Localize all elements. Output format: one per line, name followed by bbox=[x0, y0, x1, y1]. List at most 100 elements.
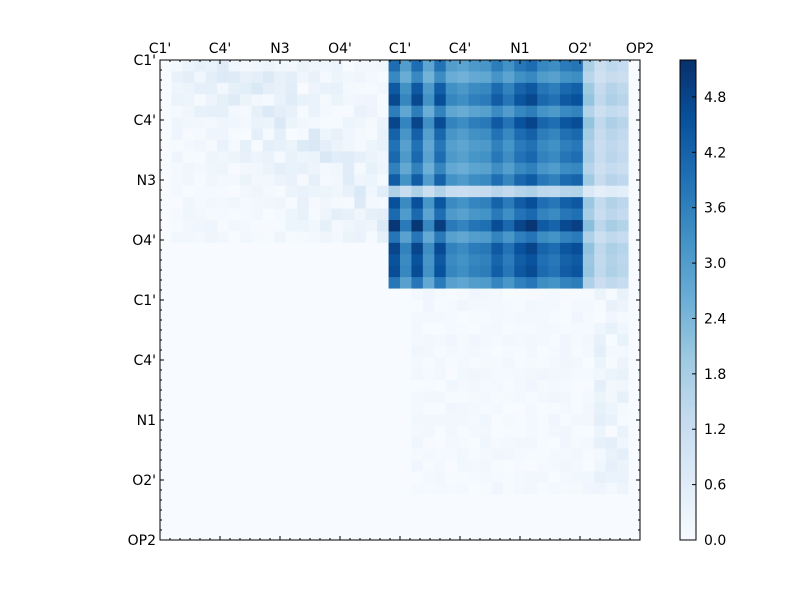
heatmap-cell bbox=[628, 460, 641, 472]
heatmap-cell bbox=[365, 471, 378, 484]
heatmap-cell bbox=[354, 311, 367, 324]
heatmap-cell bbox=[400, 528, 412, 541]
heatmap-cell bbox=[400, 460, 412, 472]
heatmap-cell bbox=[228, 128, 241, 141]
heatmap-cell bbox=[480, 460, 492, 472]
heatmap-cell bbox=[525, 494, 538, 507]
heatmap-cell bbox=[228, 162, 241, 175]
heatmap-cell bbox=[457, 128, 469, 141]
heatmap-cell bbox=[525, 391, 538, 404]
heatmap-cell bbox=[308, 334, 321, 347]
heatmap-cell bbox=[160, 528, 172, 541]
heatmap-cell bbox=[274, 140, 287, 152]
heatmap-cell bbox=[525, 94, 538, 107]
heatmap-cell bbox=[240, 494, 252, 507]
heatmap-cell bbox=[400, 425, 412, 438]
heatmap-cell bbox=[411, 105, 424, 118]
heatmap-cell bbox=[422, 505, 435, 518]
heatmap-cell bbox=[217, 60, 229, 72]
heatmap-cell bbox=[297, 460, 309, 472]
heatmap-cell bbox=[514, 174, 527, 187]
heatmap-cell bbox=[342, 482, 355, 495]
heatmap-cell bbox=[525, 425, 538, 438]
heatmap-cell bbox=[285, 94, 298, 107]
heatmap-cell bbox=[560, 94, 572, 107]
heatmap-cell bbox=[594, 208, 607, 221]
heatmap-cell bbox=[285, 414, 298, 427]
heatmap-cell bbox=[342, 94, 355, 107]
heatmap-cell bbox=[628, 277, 641, 289]
heatmap-cell bbox=[285, 162, 298, 175]
heatmap-cell bbox=[377, 345, 389, 358]
heatmap-cell bbox=[582, 300, 595, 312]
heatmap-cell bbox=[411, 300, 424, 312]
heatmap-cell bbox=[468, 448, 481, 461]
heatmap-cell bbox=[468, 322, 481, 335]
heatmap-cell bbox=[445, 300, 458, 312]
heatmap-cell bbox=[308, 505, 321, 518]
heatmap-cell bbox=[262, 208, 275, 221]
heatmap-cell bbox=[285, 402, 298, 415]
heatmap-cell bbox=[582, 288, 595, 301]
heatmap-cell bbox=[274, 437, 287, 449]
colorbar-tick-label: 1.2 bbox=[704, 422, 726, 438]
heatmap-cell bbox=[457, 60, 469, 72]
heatmap-cell bbox=[171, 71, 184, 84]
heatmap-cell bbox=[605, 425, 618, 438]
heatmap-cell bbox=[240, 300, 252, 312]
heatmap-cell bbox=[434, 425, 447, 438]
heatmap-cell bbox=[251, 220, 264, 232]
heatmap-cell bbox=[205, 197, 218, 209]
heatmap-cell bbox=[377, 460, 389, 472]
heatmap-cell bbox=[251, 60, 264, 72]
heatmap-cell bbox=[411, 494, 424, 507]
heatmap-cell bbox=[262, 322, 275, 335]
heatmap-cell bbox=[617, 471, 629, 484]
heatmap-cell bbox=[182, 174, 195, 187]
heatmap-cell bbox=[342, 494, 355, 507]
heatmap-cell bbox=[285, 71, 298, 84]
heatmap-cell bbox=[240, 94, 252, 107]
heatmap-cell bbox=[205, 277, 218, 289]
heatmap-cell bbox=[205, 265, 218, 278]
heatmap-cell bbox=[365, 185, 378, 198]
heatmap-cell bbox=[331, 71, 344, 84]
heatmap-cell bbox=[354, 425, 367, 438]
heatmap-cell bbox=[320, 471, 332, 484]
heatmap-cell bbox=[491, 220, 504, 232]
heatmap-cell bbox=[377, 185, 389, 198]
heatmap-cell bbox=[617, 60, 629, 72]
heatmap-cell bbox=[411, 220, 424, 232]
heatmap-cell bbox=[628, 437, 641, 449]
heatmap-cell bbox=[320, 140, 332, 152]
heatmap-cell bbox=[240, 185, 252, 198]
heatmap-cell bbox=[285, 322, 298, 335]
heatmap-cell bbox=[365, 60, 378, 72]
heatmap-cell bbox=[491, 185, 504, 198]
heatmap-cell bbox=[251, 460, 264, 472]
heatmap-cell bbox=[457, 345, 469, 358]
heatmap-cell bbox=[582, 277, 595, 289]
heatmap-cell bbox=[240, 151, 252, 164]
heatmap-cell bbox=[331, 437, 344, 449]
heatmap-cell bbox=[205, 334, 218, 347]
heatmap-cell bbox=[205, 448, 218, 461]
heatmap-cell bbox=[182, 185, 195, 198]
heatmap-cell bbox=[594, 402, 607, 415]
heatmap-cell bbox=[525, 71, 538, 84]
heatmap-cell bbox=[365, 414, 378, 427]
heatmap-cell bbox=[548, 311, 561, 324]
heatmap-cell bbox=[171, 482, 184, 495]
heatmap-cell bbox=[171, 311, 184, 324]
heatmap-cell bbox=[582, 254, 595, 267]
heatmap-cell bbox=[411, 197, 424, 209]
heatmap-cell bbox=[491, 117, 504, 129]
heatmap-cell bbox=[548, 425, 561, 438]
heatmap-cell bbox=[274, 82, 287, 95]
heatmap-cell bbox=[582, 105, 595, 118]
heatmap-cell bbox=[240, 505, 252, 518]
heatmap-cell bbox=[605, 460, 618, 472]
heatmap-cell bbox=[605, 380, 618, 392]
heatmap-cell bbox=[617, 151, 629, 164]
heatmap-cell bbox=[594, 117, 607, 129]
